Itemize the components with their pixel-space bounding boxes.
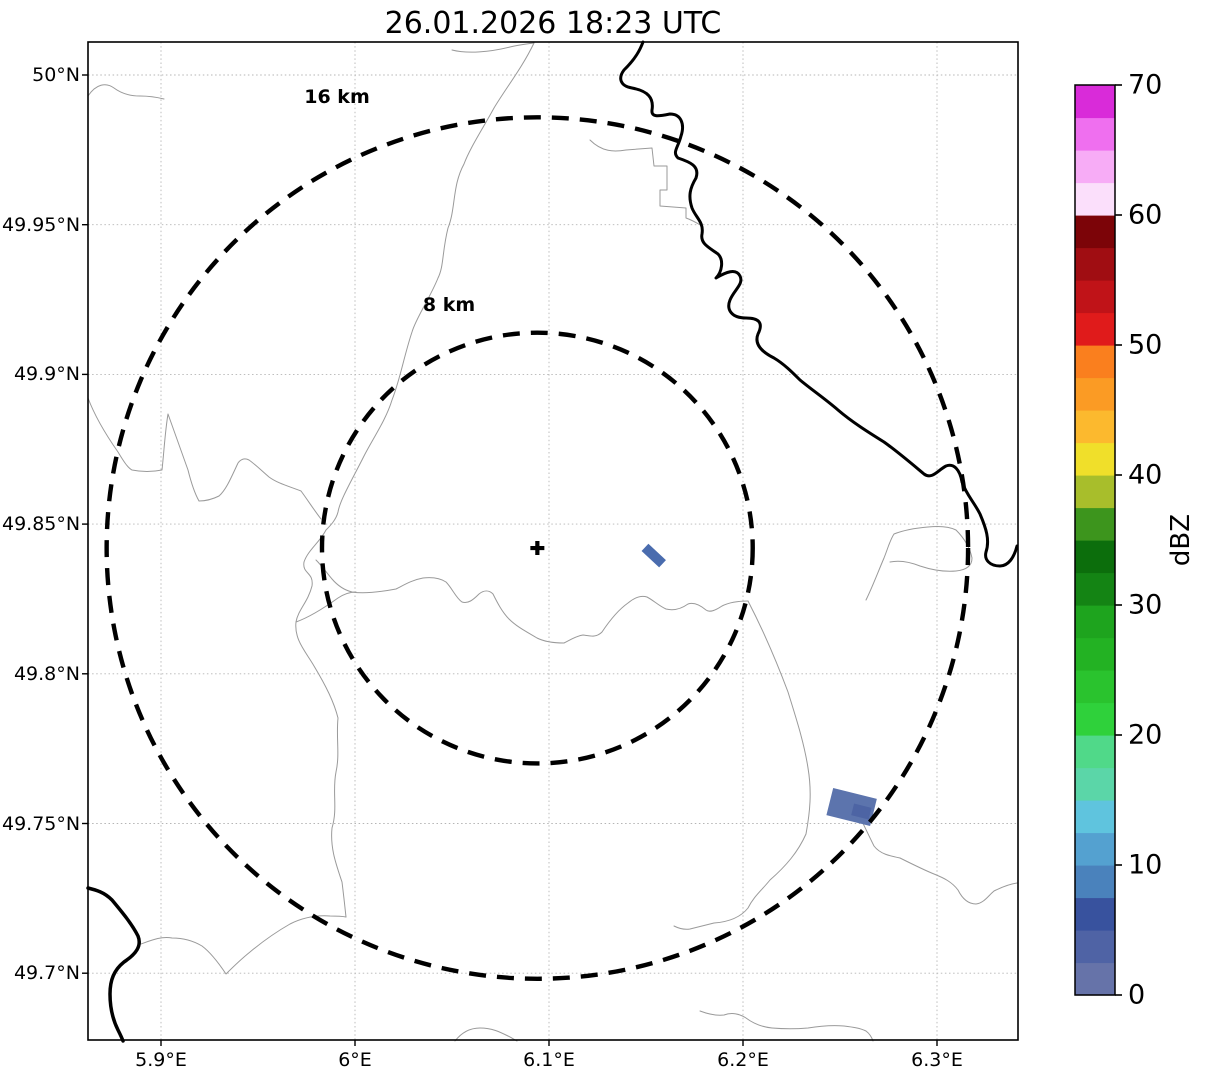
range-ring-label-8km: 8 km [422, 294, 476, 316]
colorbar [1074, 84, 1122, 996]
colorbar-tick-label: 70 [1128, 69, 1163, 101]
country-border-river [86, 40, 1019, 1043]
colorbar-segment [1075, 605, 1115, 639]
colorbar-segment [1075, 150, 1115, 184]
radar-center-marker [530, 541, 545, 556]
x-tick-label: 6°E [338, 1049, 372, 1071]
admin-boundary-line [140, 915, 347, 975]
colorbar-segment [1075, 182, 1115, 216]
y-tick-label: 50°N [32, 64, 80, 86]
radar-echo-cell [641, 543, 666, 568]
colorbar-segment [1075, 637, 1115, 671]
colorbar-tick-label: 40 [1128, 459, 1163, 491]
colorbar-segment [1075, 312, 1115, 346]
admin-boundary-line [865, 525, 973, 601]
colorbar-segment [1075, 735, 1115, 769]
admin-boundary-line [295, 42, 535, 918]
colorbar-tick-label: 0 [1128, 979, 1146, 1011]
axis-ticks [82, 74, 938, 1046]
y-tick-label: 49.9°N [13, 363, 80, 386]
colorbar-segment [1075, 800, 1115, 834]
colorbar-segment [1075, 767, 1115, 801]
colorbar-frame [1074, 84, 1116, 996]
colorbar-segment [1075, 962, 1115, 996]
colorbar-segment [1075, 475, 1115, 509]
colorbar-segment [1075, 442, 1115, 476]
y-tick-label: 49.8°N [13, 662, 80, 685]
y-tick-label: 49.75°N [2, 812, 81, 835]
colorbar-segment [1075, 832, 1115, 866]
colorbar-segment [1075, 930, 1115, 964]
colorbar-segment [1075, 215, 1115, 249]
colorbar-tick-label: 10 [1128, 849, 1163, 881]
admin-boundary-line [295, 591, 357, 623]
x-tick-label: 6.1°E [523, 1049, 575, 1071]
range-ring-16km [104, 115, 971, 981]
admin-boundary-line [87, 397, 322, 520]
plot-frame [87, 41, 1019, 1041]
colorbar-segment [1075, 345, 1115, 379]
colorbar-segment [1075, 897, 1115, 931]
colorbar-segment [1075, 572, 1115, 606]
admin-boundary-line [589, 139, 703, 227]
colorbar-segment [1075, 85, 1115, 119]
colorbar-segment [1075, 507, 1115, 541]
colorbar-segment [1075, 702, 1115, 736]
colorbar-segment [1075, 247, 1115, 281]
colorbar-segment [1075, 540, 1115, 574]
river-border-line [619, 40, 1019, 568]
base-map-boundaries [87, 42, 1018, 1042]
colorbar-segment [1075, 670, 1115, 704]
colorbar-segment [1075, 117, 1115, 151]
river-border-line [86, 886, 141, 1043]
x-tick-label: 6.3°E [911, 1049, 963, 1071]
radar-echo-cell [851, 803, 872, 820]
gridlines [88, 42, 1018, 1040]
colorbar-tick-label: 20 [1128, 719, 1163, 751]
colorbar-tick-label: 30 [1128, 589, 1163, 621]
admin-boundary-line [673, 600, 811, 930]
admin-boundary-line [451, 42, 535, 53]
admin-boundary-line [87, 84, 165, 100]
admin-boundary-line [454, 1027, 518, 1042]
radar-echoes [641, 543, 877, 827]
colorbar-axis-label: dBZ [1166, 513, 1196, 567]
colorbar-segment [1075, 865, 1115, 899]
colorbar-segment [1075, 280, 1115, 314]
range-rings [104, 115, 971, 981]
admin-boundary-line [849, 797, 1018, 905]
colorbar-tick-label: 50 [1128, 329, 1163, 361]
admin-boundary-line [315, 559, 749, 644]
y-tick-label: 49.95°N [2, 213, 81, 236]
range-ring-label-16km: 16 km [304, 86, 370, 108]
y-tick-label: 49.7°N [13, 962, 80, 985]
plot-title: 26.01.2026 18:23 UTC [384, 6, 722, 41]
y-tick-label: 49.85°N [2, 513, 81, 536]
colorbar-segment [1075, 377, 1115, 411]
x-tick-label: 6.2°E [717, 1049, 769, 1071]
colorbar-segment [1075, 410, 1115, 444]
x-tick-label: 5.9°E [135, 1049, 187, 1071]
admin-boundary-line [699, 1010, 874, 1042]
colorbar-tick-label: 60 [1128, 199, 1163, 231]
range-ring-8km [319, 330, 755, 766]
